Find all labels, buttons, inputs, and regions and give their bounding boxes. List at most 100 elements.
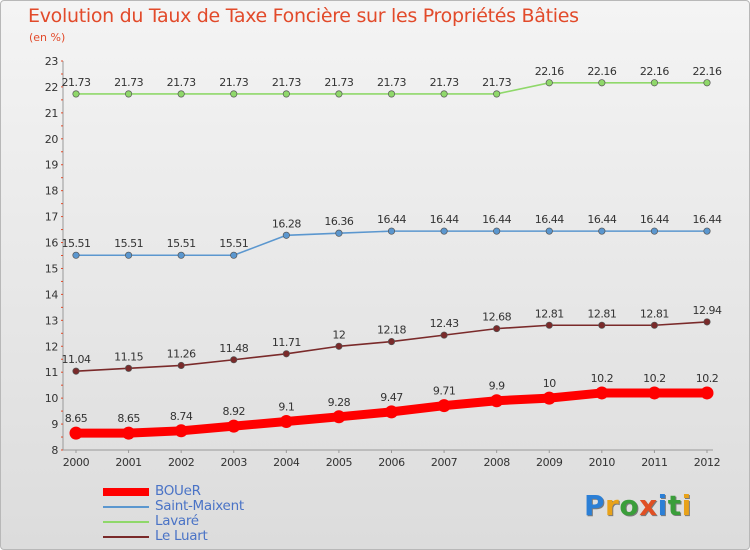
y-tick-label: 15 bbox=[45, 262, 59, 275]
data-point bbox=[282, 350, 290, 358]
chart-title: Evolution du Taux de Taxe Foncière sur l… bbox=[28, 5, 579, 27]
data-label: 11.71 bbox=[272, 336, 301, 349]
data-label: 11.15 bbox=[114, 350, 143, 363]
data-label: 8.65 bbox=[117, 412, 140, 425]
y-tick-label: 13 bbox=[45, 314, 59, 327]
data-label: 9.1 bbox=[278, 400, 294, 413]
data-point bbox=[282, 231, 290, 239]
data-point bbox=[598, 321, 606, 329]
data-label: 21.73 bbox=[324, 76, 353, 89]
x-tick-label: 2005 bbox=[326, 456, 353, 469]
data-point bbox=[177, 90, 185, 98]
data-point bbox=[650, 227, 658, 235]
data-point bbox=[493, 90, 501, 98]
data-label: 21.73 bbox=[377, 76, 406, 89]
data-label: 16.44 bbox=[377, 213, 406, 226]
y-tick-label: 8 bbox=[51, 444, 58, 457]
axes: 8 9 10 11 12 13 14 15 16 17 18 19 20 21 22 23 2000 2001 20… bbox=[45, 55, 721, 469]
legend-label-le-luart: Le Luart bbox=[155, 528, 208, 544]
data-point bbox=[440, 331, 448, 339]
data-label: 16.36 bbox=[324, 215, 353, 228]
data-label: 16.44 bbox=[535, 213, 564, 226]
data-label: 10.2 bbox=[591, 372, 614, 385]
y-tick-label: 21 bbox=[45, 107, 58, 120]
data-point bbox=[177, 251, 185, 259]
data-point bbox=[542, 391, 556, 405]
y-tick-label: 23 bbox=[45, 55, 59, 68]
x-tick-label: 2011 bbox=[641, 456, 667, 469]
data-point bbox=[703, 318, 711, 326]
data-label: 22.16 bbox=[640, 65, 669, 78]
x-tick-label: 2010 bbox=[589, 456, 616, 469]
y-tick-label: 11 bbox=[45, 366, 58, 379]
data-point bbox=[69, 426, 83, 440]
data-label: 21.73 bbox=[482, 76, 511, 89]
data-label: 8.65 bbox=[65, 412, 88, 425]
data-label: 16.44 bbox=[482, 213, 511, 226]
x-tick-label: 2000 bbox=[63, 456, 90, 469]
data-label: 9.47 bbox=[380, 391, 403, 404]
data-point bbox=[598, 79, 606, 87]
data-point bbox=[647, 386, 661, 400]
data-label: 21.73 bbox=[167, 76, 196, 89]
data-label: 21.73 bbox=[62, 76, 91, 89]
data-label: 12.43 bbox=[430, 317, 459, 330]
data-label: 11.26 bbox=[167, 347, 196, 360]
data-point bbox=[177, 361, 185, 370]
data-label: 16.44 bbox=[430, 213, 459, 226]
data-point bbox=[650, 79, 658, 87]
data-point bbox=[700, 386, 714, 400]
data-point bbox=[230, 90, 238, 98]
data-label: 12.94 bbox=[693, 304, 722, 317]
data-point bbox=[72, 367, 80, 375]
data-label: 10.2 bbox=[696, 372, 719, 385]
proxiti-logo: Proxiti bbox=[584, 489, 692, 522]
data-point bbox=[440, 227, 448, 235]
data-point bbox=[493, 325, 501, 333]
data-point bbox=[650, 321, 658, 329]
legend-label-bouer: BOUeR bbox=[155, 483, 201, 499]
data-label: 11.04 bbox=[62, 353, 91, 366]
data-label: 15.51 bbox=[219, 237, 248, 250]
data-point bbox=[493, 227, 501, 235]
data-label: 12.68 bbox=[482, 311, 511, 324]
series-layer: 21.73 21.73 21.73 21.73 21.73 21.73 21.73 21.73… bbox=[62, 65, 722, 440]
data-point bbox=[125, 90, 133, 98]
data-label: 10 bbox=[543, 377, 556, 390]
data-label: 12.81 bbox=[535, 307, 564, 320]
data-point bbox=[122, 426, 136, 440]
series-saint-maixent: 15.51 15.51 15.51 15.51 16.28 16.36 16.44 16.44… bbox=[62, 213, 722, 259]
y-tick-label: 17 bbox=[45, 211, 59, 224]
y-tick-label: 9 bbox=[51, 418, 58, 431]
data-label: 8.74 bbox=[170, 410, 193, 423]
data-point bbox=[335, 229, 343, 237]
data-label: 9.71 bbox=[433, 385, 456, 398]
data-point bbox=[440, 90, 448, 98]
y-tick-label: 10 bbox=[45, 392, 59, 405]
series-le-luart: 11.04 11.15 11.26 11.48 11.71 12 12.18 12.43 12.… bbox=[62, 304, 722, 375]
x-tick-label: 2004 bbox=[273, 456, 300, 469]
data-point bbox=[227, 419, 241, 433]
data-point bbox=[545, 79, 553, 87]
data-point bbox=[387, 90, 396, 98]
legend-swatch-saint-maixent bbox=[103, 506, 149, 508]
data-point bbox=[490, 394, 504, 408]
data-point bbox=[335, 342, 343, 350]
legend-label-lavare: Lavaré bbox=[155, 513, 199, 529]
y-tick-label: 16 bbox=[45, 237, 59, 250]
data-point bbox=[72, 90, 80, 98]
data-label: 15.51 bbox=[114, 237, 143, 250]
data-label: 22.16 bbox=[693, 65, 722, 78]
data-label: 16.28 bbox=[272, 217, 301, 230]
x-tick-label: 2009 bbox=[536, 456, 563, 469]
y-tick-label: 14 bbox=[45, 288, 59, 301]
data-point bbox=[545, 321, 553, 329]
data-point bbox=[598, 227, 606, 235]
y-tick-label: 22 bbox=[45, 81, 58, 94]
y-tick-label: 19 bbox=[45, 159, 59, 172]
data-point bbox=[387, 338, 396, 346]
data-label: 16.44 bbox=[587, 213, 616, 226]
y-tick-label: 20 bbox=[45, 133, 59, 146]
data-point bbox=[332, 410, 346, 424]
data-label: 8.92 bbox=[223, 405, 246, 418]
